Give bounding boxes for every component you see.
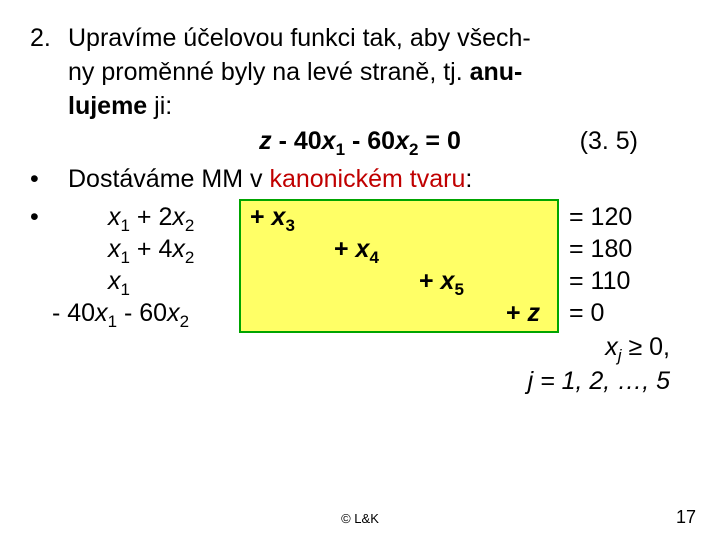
mm-b: kanonickém tvaru [269, 165, 465, 193]
r1-rhs: = 120 [569, 201, 632, 235]
p2-line3a: lujeme [68, 92, 147, 120]
r2-rhs: = 180 [569, 233, 632, 267]
mm-a: Dostáváme MM v [68, 165, 269, 193]
tail-line2: j = 1, 2, …, 5 [528, 367, 670, 395]
point2-text: Upravíme účelovou funkci tak, aby všech-… [68, 22, 690, 123]
r2-p3: + [334, 235, 356, 263]
eq-x2: x [395, 127, 409, 155]
equation-number: (3. 5) [580, 125, 638, 159]
r4-s1: 1 [108, 312, 117, 331]
list-number: 2. [30, 22, 68, 123]
p2-line2b: anu- [470, 58, 523, 86]
constraint-tail: xj ≥ 0, j = 1, 2, …, 5 [528, 331, 670, 399]
mm-header: Dostáváme MM v kanonickém tvaru: [68, 163, 690, 197]
tail-ge: ≥ 0, [622, 333, 670, 361]
r2-s2: 2 [185, 248, 194, 267]
r4-x1: x [95, 299, 108, 327]
r3-p5: + [419, 267, 441, 295]
eq-s1: 1 [336, 140, 345, 159]
copyright: © L&K [0, 511, 720, 526]
r4-p1: - 60 [117, 299, 167, 327]
r1-s3: 3 [285, 216, 294, 235]
objective-equation: z - 40x1 - 60x2 = 0 (3. 5) [30, 125, 690, 159]
mm-c: : [465, 165, 472, 193]
r2-s4: 4 [369, 248, 378, 267]
r1-p2: + [250, 203, 272, 231]
eq-eq0: = 0 [418, 127, 460, 155]
r2-x2: x [172, 235, 185, 263]
eq-m2: - 60 [345, 127, 395, 155]
eq-m1: - 40 [272, 127, 322, 155]
eq-x1: x [322, 127, 336, 155]
p2-line3b: ji: [147, 92, 172, 120]
r3-s5: 5 [454, 280, 463, 299]
r3-rhs: = 110 [569, 265, 630, 299]
r2-p1: + 4 [130, 235, 172, 263]
r1-p1: + 2 [130, 203, 172, 231]
r4-x2: x [167, 299, 180, 327]
r4-c0: - 40 [52, 299, 95, 327]
page-number: 17 [676, 507, 696, 528]
r4-pz: + [506, 299, 528, 327]
r3-x5: x [441, 267, 455, 295]
r1-x1: x [108, 203, 121, 231]
p2-line2a: ny proměnné byly na levé straně, tj. [68, 58, 470, 86]
bullet-1: • [30, 163, 68, 199]
eq-z: z [259, 127, 272, 155]
r4-z: z [528, 299, 541, 327]
tail-xj: x [605, 333, 618, 361]
r4-rhs: = 0 [569, 297, 604, 331]
r4-s2: 2 [180, 312, 189, 331]
r3-x1: x [108, 267, 121, 295]
p2-line1: Upravíme účelovou funkci tak, aby všech- [68, 24, 531, 52]
equation-system: x1 + 2x2 + x3 = 120 x1 + 4x2 + x4 = 180 … [76, 201, 690, 329]
r2-x1: x [108, 235, 121, 263]
r1-x2: x [172, 203, 185, 231]
r2-x4: x [356, 235, 370, 263]
r1-x3: x [272, 203, 286, 231]
